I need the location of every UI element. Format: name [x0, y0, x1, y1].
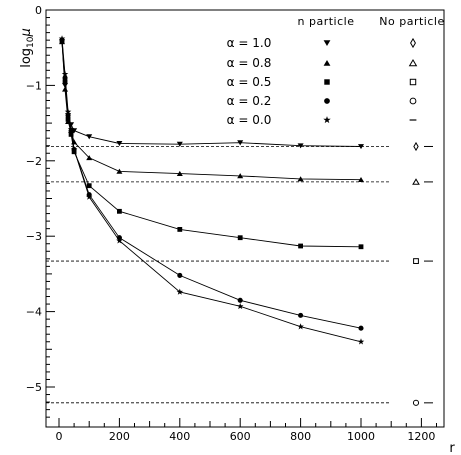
data-point-s1-1	[62, 86, 69, 92]
data-point-s3-2	[65, 113, 71, 119]
data-point-s2-7	[177, 227, 183, 232]
data-point-s2-5	[86, 183, 92, 189]
legend-marker-with-3	[324, 98, 330, 104]
data-point-s0-5	[86, 134, 93, 140]
data-point-s4-7	[176, 288, 184, 295]
data-point-s1-8	[237, 173, 244, 179]
data-point-s1-5	[86, 155, 93, 161]
data-point-s1-4	[71, 139, 78, 145]
y-tick-label-1: −1	[26, 79, 42, 92]
no-particle-marker-2	[413, 258, 419, 264]
plot-frame	[45, 9, 445, 428]
data-point-s2-2	[65, 116, 71, 122]
y-axis-title-sub: 10	[26, 36, 36, 48]
data-point-s1-7	[176, 170, 183, 177]
legend-label-4: α = 0.0	[227, 113, 272, 127]
data-point-s4-9	[297, 323, 304, 330]
legend: α = 1.0 α = 0.8 α = 0.5 α = 0.2 α = 0.0	[227, 36, 418, 127]
legend-marker-with-0	[323, 40, 331, 47]
x-tick-label-2: 400	[169, 430, 190, 443]
data-point-s1-6	[116, 168, 123, 174]
data-point-s3-8	[237, 297, 243, 303]
x-tick-label-4: 800	[290, 430, 311, 443]
data-point-s4-1	[61, 70, 69, 77]
axis-ticks	[46, 9, 437, 427]
data-point-s0-1	[62, 83, 69, 89]
data-point-s2-1	[62, 79, 68, 85]
legend-label-1: α = 0.8	[227, 56, 272, 70]
legend-marker-without-1	[408, 58, 418, 67]
series-markers	[58, 35, 365, 345]
data-point-s4-8	[236, 302, 244, 310]
data-point-s4-6	[116, 237, 123, 244]
y-tick-label-2: −2	[26, 155, 42, 168]
legend-marker-with-4	[323, 116, 331, 124]
no-particle-marker-3	[412, 399, 420, 406]
legend-marker-without-3	[409, 97, 417, 105]
x-tick-label-6: 1200	[407, 430, 435, 443]
legend-label-3: α = 0.2	[227, 94, 272, 108]
y-tick-label-4: −4	[26, 306, 42, 319]
legend-label-2: α = 0.5	[227, 75, 272, 89]
x-tick-label-0: 0	[56, 430, 63, 443]
y-axis-title-var: μ	[19, 28, 34, 37]
no-particle-marker-1	[412, 178, 420, 185]
x-tick-label-5: 1000	[347, 430, 375, 443]
data-point-s3-7	[177, 272, 183, 278]
data-point-s1-9	[297, 176, 304, 182]
data-point-s4-3	[67, 125, 75, 132]
y-tick-label-0: 0	[35, 4, 42, 17]
data-point-s4-4	[70, 146, 78, 153]
data-point-s0-7	[176, 141, 183, 147]
data-point-s2-9	[298, 243, 303, 249]
legend-marker-with-1	[323, 59, 331, 66]
axis-tick-labels: 0 200 400 600 800 1000 1200 0 −1 −2 −3 −4 −5	[26, 4, 436, 443]
data-point-s4-2	[64, 108, 72, 115]
x-axis-title: r	[449, 441, 455, 455]
data-point-s0-10	[358, 144, 364, 150]
data-point-s0-6	[116, 141, 123, 147]
data-point-s0-8	[237, 140, 244, 146]
legend-marker-without-0	[410, 37, 416, 49]
y-tick-label-5: −5	[26, 381, 42, 394]
data-point-s2-6	[117, 208, 122, 214]
data-point-s1-10	[358, 176, 364, 183]
legend-header-no-particle: No particle	[379, 15, 444, 28]
data-point-s3-9	[298, 312, 304, 318]
data-point-s4-0	[58, 35, 66, 42]
data-point-s4-5	[85, 193, 93, 200]
legend-label-0: α = 1.0	[227, 36, 272, 50]
y-tick-label-3: −3	[26, 230, 42, 243]
x-tick-label-3: 600	[230, 430, 251, 443]
data-point-s3-10	[358, 325, 364, 331]
y-axis-title-log: log	[19, 48, 34, 68]
no-particle-marker-0	[413, 141, 419, 152]
data-point-s2-8	[237, 235, 243, 241]
data-point-s0-9	[297, 143, 304, 149]
legend-header-with-particle: n particle	[298, 15, 355, 28]
data-point-s4-10	[357, 338, 365, 345]
no-particle-markers	[412, 141, 433, 406]
legend-marker-with-2	[324, 79, 330, 85]
x-tick-label-1: 200	[109, 430, 130, 443]
data-point-s3-1	[62, 75, 68, 81]
y-axis-title: log10μ	[19, 28, 36, 68]
data-point-s2-3	[68, 132, 74, 137]
legend-marker-without-2	[409, 78, 417, 86]
data-point-s2-10	[358, 244, 364, 250]
